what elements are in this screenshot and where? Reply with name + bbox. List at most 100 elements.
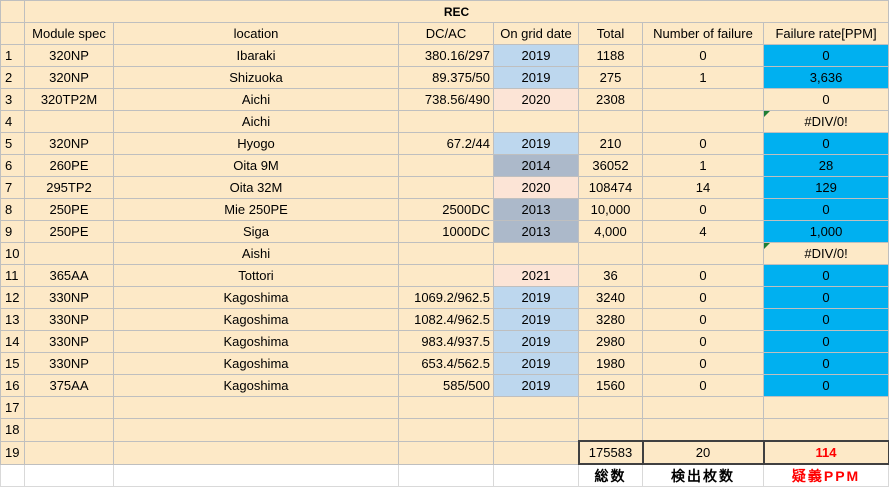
empty-cell[interactable] <box>113 463 399 487</box>
location-cell[interactable]: Kagoshima <box>113 330 399 353</box>
empty-cell[interactable] <box>398 440 494 465</box>
header-number-of-failure[interactable]: Number of failure <box>642 22 764 45</box>
corner-cell[interactable] <box>0 0 25 23</box>
empty-cell[interactable] <box>0 463 25 487</box>
row-number[interactable]: 5 <box>0 132 25 155</box>
module-spec-cell[interactable]: 250PE <box>24 198 114 221</box>
dcac-cell[interactable]: 1069.2/962.5 <box>398 286 494 309</box>
empty-cell[interactable] <box>113 440 399 465</box>
location-cell[interactable]: Kagoshima <box>113 308 399 331</box>
module-spec-cell[interactable]: 320NP <box>24 66 114 89</box>
on-grid-date-cell[interactable]: 2020 <box>493 88 579 111</box>
header-module-spec[interactable]: Module spec <box>24 22 114 45</box>
dcac-cell[interactable] <box>398 396 494 419</box>
row-number[interactable]: 16 <box>0 374 25 397</box>
failure-count-cell[interactable]: 0 <box>642 286 764 309</box>
row-number[interactable]: 8 <box>0 198 25 221</box>
on-grid-date-cell[interactable]: 2019 <box>493 308 579 331</box>
total-cell[interactable]: 36052 <box>578 154 643 177</box>
dcac-cell[interactable]: 89.375/50 <box>398 66 494 89</box>
dcac-cell[interactable]: 380.16/297 <box>398 44 494 67</box>
module-spec-cell[interactable]: 330NP <box>24 330 114 353</box>
row-number[interactable]: 19 <box>0 440 25 465</box>
dcac-cell[interactable]: 67.2/44 <box>398 132 494 155</box>
row-number[interactable]: 1 <box>0 44 25 67</box>
dcac-cell[interactable] <box>398 176 494 199</box>
total-cell[interactable]: 4,000 <box>578 220 643 243</box>
row-number[interactable]: 17 <box>0 396 25 419</box>
failure-count-cell[interactable]: 1 <box>642 154 764 177</box>
module-spec-cell[interactable] <box>24 242 114 265</box>
failure-count-cell[interactable] <box>642 110 764 133</box>
failure-count-cell[interactable]: 0 <box>642 198 764 221</box>
on-grid-date-cell[interactable]: 2021 <box>493 264 579 287</box>
failure-rate-cell[interactable]: 0 <box>762 264 889 287</box>
on-grid-date-cell[interactable]: 2019 <box>493 66 579 89</box>
failure-rate-cell[interactable]: 129 <box>762 176 889 199</box>
module-spec-cell[interactable]: 320TP2M <box>24 88 114 111</box>
module-spec-cell[interactable]: 375AA <box>24 374 114 397</box>
failure-rate-cell[interactable]: 0 <box>762 374 889 397</box>
total-cell[interactable]: 1188 <box>578 44 643 67</box>
row-number[interactable]: 2 <box>0 66 25 89</box>
row-number[interactable]: 15 <box>0 352 25 375</box>
row-number[interactable]: 6 <box>0 154 25 177</box>
dcac-cell[interactable]: 653.4/562.5 <box>398 352 494 375</box>
on-grid-date-cell[interactable]: 2019 <box>493 132 579 155</box>
on-grid-date-cell[interactable]: 2019 <box>493 374 579 397</box>
dcac-cell[interactable] <box>398 418 494 442</box>
row-number[interactable]: 3 <box>0 88 25 111</box>
dcac-cell[interactable]: 983.4/937.5 <box>398 330 494 353</box>
total-cell[interactable]: 275 <box>578 66 643 89</box>
on-grid-date-cell[interactable]: 2019 <box>493 286 579 309</box>
module-spec-cell[interactable] <box>24 110 114 133</box>
dcac-cell[interactable]: 1082.4/962.5 <box>398 308 494 331</box>
total-cell[interactable]: 1560 <box>578 374 643 397</box>
location-cell[interactable]: Oita 32M <box>113 176 399 199</box>
failure-count-cell[interactable] <box>642 88 764 111</box>
header-failure-rate[interactable]: Failure rate[PPM] <box>762 22 889 45</box>
total-cell[interactable] <box>578 396 643 419</box>
failure-rate-cell[interactable]: 0 <box>762 88 889 111</box>
dcac-cell[interactable] <box>398 264 494 287</box>
failure-rate-cell[interactable]: 0 <box>762 198 889 221</box>
location-cell[interactable] <box>113 418 399 442</box>
empty-cell[interactable] <box>24 463 114 487</box>
failure-rate-cell[interactable]: 0 <box>762 44 889 67</box>
failure-count-cell[interactable]: 0 <box>642 132 764 155</box>
location-cell[interactable]: Tottori <box>113 264 399 287</box>
on-grid-date-cell[interactable]: 2019 <box>493 44 579 67</box>
on-grid-date-cell[interactable] <box>493 418 579 442</box>
on-grid-date-cell[interactable]: 2013 <box>493 198 579 221</box>
row-number-header[interactable] <box>0 22 25 45</box>
module-spec-cell[interactable]: 260PE <box>24 154 114 177</box>
header-total[interactable]: Total <box>578 22 643 45</box>
total-cell[interactable] <box>578 242 643 265</box>
location-cell[interactable]: Shizuoka <box>113 66 399 89</box>
total-cell[interactable] <box>578 418 643 442</box>
row-number[interactable]: 12 <box>0 286 25 309</box>
total-cell[interactable]: 36 <box>578 264 643 287</box>
total-cell[interactable]: 3280 <box>578 308 643 331</box>
total-cell[interactable] <box>578 110 643 133</box>
failure-count-cell[interactable]: 4 <box>642 220 764 243</box>
location-cell[interactable]: Oita 9M <box>113 154 399 177</box>
location-cell[interactable]: Hyogo <box>113 132 399 155</box>
total-cell[interactable]: 3240 <box>578 286 643 309</box>
location-cell[interactable]: Ibaraki <box>113 44 399 67</box>
row-number[interactable]: 10 <box>0 242 25 265</box>
failure-rate-cell[interactable]: 0 <box>762 352 889 375</box>
dcac-cell[interactable]: 1000DC <box>398 220 494 243</box>
failure-count-cell[interactable] <box>642 418 764 442</box>
on-grid-date-cell[interactable]: 2013 <box>493 220 579 243</box>
empty-cell[interactable] <box>398 463 494 487</box>
module-spec-cell[interactable]: 330NP <box>24 352 114 375</box>
module-spec-cell[interactable]: 330NP <box>24 308 114 331</box>
total-cell[interactable]: 210 <box>578 132 643 155</box>
module-spec-cell[interactable]: 320NP <box>24 44 114 67</box>
total-cell[interactable]: 1980 <box>578 352 643 375</box>
total-failures-cell[interactable]: 20 <box>641 440 765 465</box>
total-cell[interactable]: 10,000 <box>578 198 643 221</box>
location-cell[interactable]: Aichi <box>113 110 399 133</box>
failure-rate-cell[interactable]: 0 <box>762 308 889 331</box>
